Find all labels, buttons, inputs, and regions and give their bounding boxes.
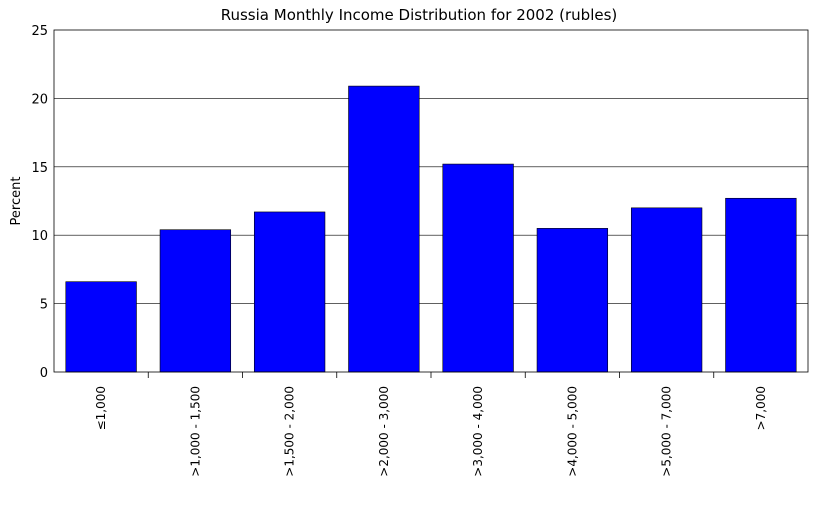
bars bbox=[65, 85, 797, 373]
y-tick-label: 20 bbox=[31, 92, 48, 107]
y-tick-label: 5 bbox=[40, 298, 48, 313]
y-axis-label: Percent bbox=[9, 177, 24, 226]
y-tick-labels: 0 5 10 15 20 25 bbox=[31, 24, 48, 381]
y-tick-label: 10 bbox=[31, 229, 48, 244]
x-tick-label: >4,000 - 5,000 bbox=[565, 386, 579, 477]
y-tick-label: 0 bbox=[40, 366, 48, 381]
bar bbox=[348, 85, 420, 373]
bar bbox=[630, 207, 703, 373]
bar bbox=[536, 228, 609, 373]
x-tick-label: >5,000 - 7,000 bbox=[660, 386, 674, 477]
y-tick-label: 15 bbox=[31, 161, 48, 176]
x-tick-label: >2,000 - 3,000 bbox=[377, 386, 391, 477]
bar bbox=[442, 163, 514, 373]
x-tick-labels: ≤1,000 >1,000 - 1,500 >1,500 - 2,000 >2,000… bbox=[94, 372, 768, 477]
x-tick-label: ≤1,000 bbox=[94, 386, 108, 430]
bar bbox=[725, 197, 797, 373]
plot-frame bbox=[53, 29, 809, 373]
x-tick-label: >1,500 - 2,000 bbox=[283, 386, 297, 477]
x-tick-label: >1,000 - 1,500 bbox=[188, 386, 202, 477]
y-tick-label: 25 bbox=[31, 24, 48, 39]
bar bbox=[159, 229, 232, 373]
x-tick-label: >3,000 - 4,000 bbox=[471, 386, 485, 477]
bar bbox=[65, 281, 137, 373]
chart-title: Russia Monthly Income Distribution for 2… bbox=[221, 6, 618, 24]
bar bbox=[253, 211, 326, 373]
x-tick-label: >7,000 bbox=[754, 386, 768, 430]
